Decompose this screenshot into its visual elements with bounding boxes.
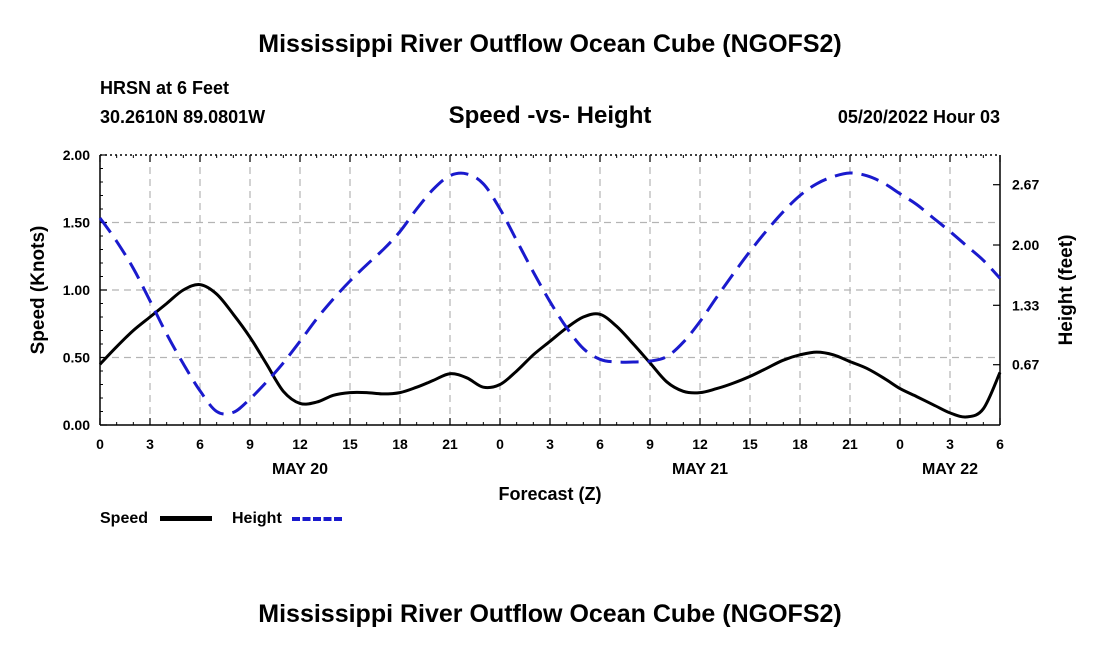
y2-axis-title: Height (feet) [1056,235,1077,346]
date-label: MAY 21 [672,461,728,478]
y-tick-label: 0.00 [63,417,90,433]
x-tick-label: 6 [596,436,604,452]
x-tick-label: 21 [842,436,858,452]
forecast-date-label: 05/20/2022 Hour 03 [837,107,1000,127]
coordinates-label: 30.2610N 89.0801W [100,107,266,127]
legend-speed-swatch [160,516,212,521]
date-label: MAY 22 [922,461,978,478]
legend-height-swatch [292,517,342,521]
y2-tick-label: 0.67 [1012,357,1039,373]
x-tick-label: 3 [146,436,154,452]
x-tick-label: 18 [792,436,808,452]
y-tick-label: 1.50 [63,215,90,231]
height-series-line [98,171,1002,416]
x-tick-label: 6 [996,436,1004,452]
date-label: MAY 20 [272,461,328,478]
x-tick-label: 9 [246,436,254,452]
legend-speed-label: Speed [100,510,149,527]
grid-lines [100,155,1000,425]
x-tick-label: 0 [496,436,504,452]
y2-tick-label: 2.67 [1012,177,1039,193]
x-tick-label: 0 [896,436,904,452]
x-tick-label: 15 [342,436,358,452]
main-title: Mississippi River Outflow Ocean Cube (NG… [258,30,842,58]
x-tick-label: 6 [196,436,204,452]
x-tick-label: 12 [292,436,308,452]
footer-title: Mississippi River Outflow Ocean Cube (NG… [258,600,842,628]
y-axis-title: Speed (Knots) [28,226,49,355]
y-tick-label: 0.50 [63,350,90,366]
speed-series-line [98,283,1002,419]
x-tick-label: 3 [946,436,954,452]
x-tick-label: 21 [442,436,458,452]
chart-title: Speed -vs- Height [448,102,652,129]
station-label: HRSN at 6 Feet [100,78,230,98]
series-lines [98,171,1002,419]
y-tick-label: 2.00 [63,147,90,163]
x-tick-label: 9 [646,436,654,452]
x-tick-label: 18 [392,436,408,452]
legend-height-label: Height [232,510,282,527]
y-tick-label: 1.00 [63,282,90,298]
x-tick-label: 0 [96,436,104,452]
axis-labels: 0 3 6 9 12 15 18 21 0 3 6 9 12 15 18 21 0 3 6 0.00 0.50 1.00 1… [28,147,1077,504]
x-tick-label: 12 [692,436,708,452]
y2-tick-label: 2.00 [1012,237,1039,253]
x-tick-label: 3 [546,436,554,452]
axes [99,154,1001,426]
y2-tick-label: 1.33 [1012,297,1039,313]
x-axis-title: Forecast (Z) [498,484,601,504]
x-tick-label: 15 [742,436,758,452]
